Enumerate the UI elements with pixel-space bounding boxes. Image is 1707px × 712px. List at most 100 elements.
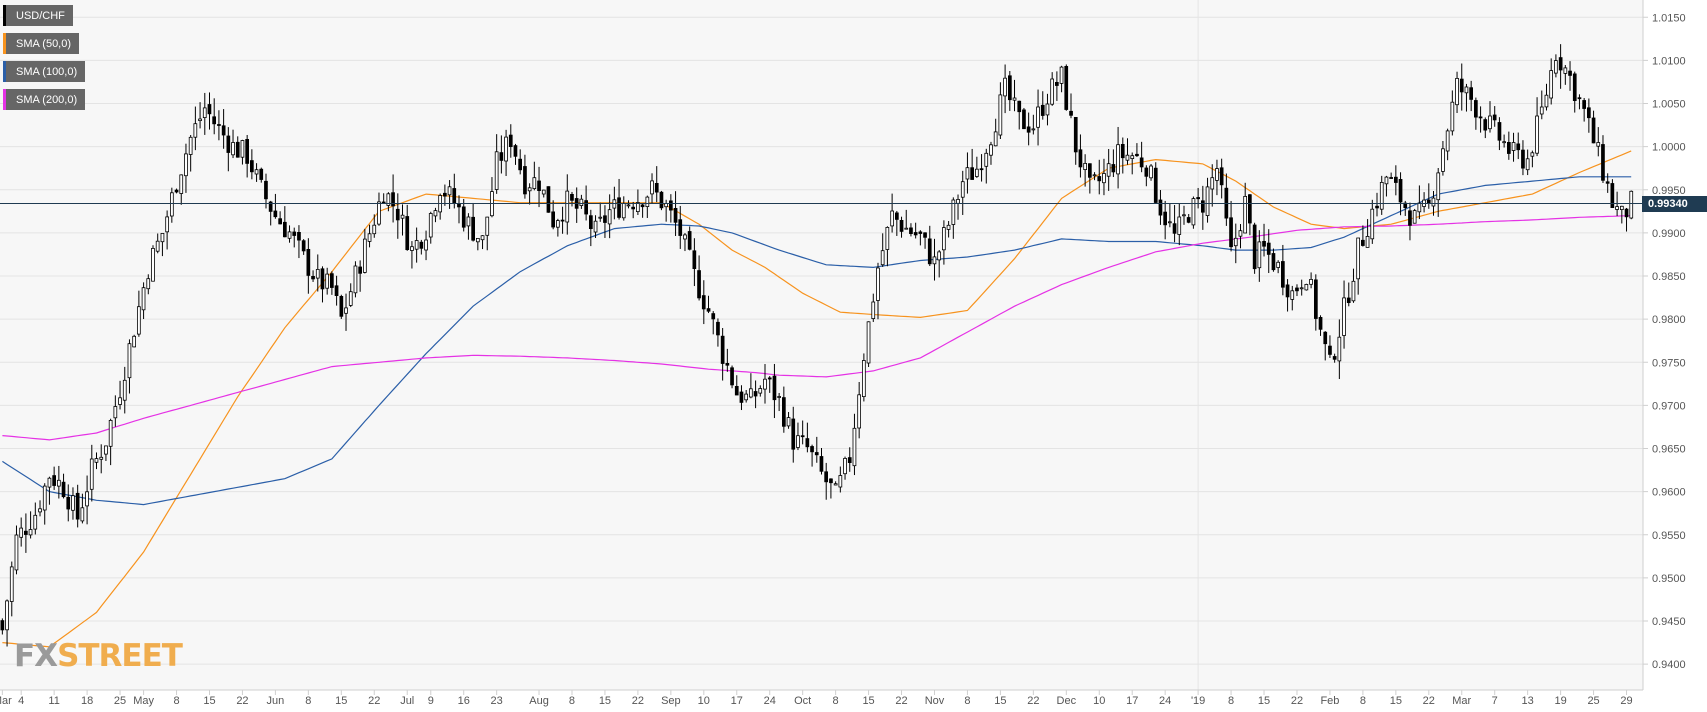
candle-up [1304, 283, 1309, 291]
candle-down [909, 227, 913, 234]
candle-down [692, 250, 697, 270]
candle-up [1342, 297, 1346, 336]
legend-item-usdchf[interactable]: USD/CHF [3, 5, 73, 26]
candle-up [942, 227, 946, 251]
candle-down [753, 391, 758, 397]
candle-up [104, 445, 108, 455]
candle-up [1083, 162, 1087, 170]
x-tick-label: 11 [48, 695, 59, 707]
candle-up [1351, 280, 1356, 302]
candle-down [1375, 205, 1379, 209]
x-tick-label: Oct [794, 695, 811, 707]
candle-down [75, 492, 80, 520]
candle-up [348, 291, 353, 306]
x-tick-label: 16 [458, 695, 470, 707]
candle-up [362, 238, 367, 273]
candle-down [1394, 176, 1398, 183]
candle-down [395, 208, 400, 221]
candle-up [1045, 103, 1050, 116]
candle-down [1521, 149, 1525, 169]
candle-down [589, 215, 593, 229]
candle-up [1130, 155, 1135, 159]
candle-down [1040, 104, 1045, 116]
x-tick-label: 22 [632, 695, 644, 707]
candle-down [1483, 119, 1488, 131]
candle-up [433, 210, 438, 217]
candle-down [1078, 149, 1083, 168]
candle-down [824, 471, 829, 483]
candle-up [1215, 168, 1219, 181]
candle-down [1624, 208, 1629, 218]
candle-down [1605, 181, 1610, 184]
candle-down [1097, 176, 1102, 182]
candle-down [1577, 97, 1582, 100]
candle-up [108, 419, 113, 447]
candle-up [1431, 197, 1436, 207]
x-tick-label: 15 [1390, 695, 1402, 707]
x-tick-label: 18 [81, 695, 93, 707]
candle-up [1511, 142, 1516, 151]
candle-up [127, 343, 132, 379]
candle-down [1398, 178, 1403, 203]
candle-down [292, 231, 297, 236]
candle-up [5, 600, 9, 631]
candle-up [9, 566, 14, 602]
candle-up [1563, 67, 1568, 74]
candle-up [1365, 235, 1370, 248]
candle-up [1276, 261, 1280, 268]
candle-up [80, 507, 85, 522]
candle-down [814, 452, 819, 456]
candle-up [1535, 115, 1539, 154]
candle-up [1488, 115, 1492, 130]
candle-down [1610, 183, 1615, 209]
candle-up [160, 232, 165, 243]
candle-up [1436, 172, 1441, 201]
candle-down [537, 180, 541, 192]
candle-up [38, 508, 42, 513]
candle-down [311, 275, 315, 280]
candle-down [278, 218, 283, 225]
y-tick-label: 0.9450 [1652, 616, 1686, 628]
candle-up [1191, 198, 1196, 226]
candle-down [1558, 57, 1563, 71]
candle-up [1356, 237, 1360, 280]
y-tick-label: 0.9900 [1652, 228, 1686, 240]
candle-down [1055, 82, 1059, 86]
candle-up [1615, 206, 1619, 210]
candle-up [1309, 278, 1313, 285]
legend-label: SMA (100,0) [16, 65, 78, 78]
y-tick-label: 0.9400 [1652, 659, 1686, 671]
candle-up [414, 240, 419, 250]
candle-down [320, 268, 325, 290]
candle-down [518, 158, 523, 171]
candle-down [1568, 70, 1572, 76]
legend-item-sma-200[interactable]: SMA (200,0) [3, 89, 86, 110]
candle-up [885, 226, 890, 250]
y-axis-ticks: 0.9400 0.9450 0.9500 0.9550 0.9600 0.9650 0.97… [1643, 12, 1686, 671]
candle-up [1337, 336, 1342, 362]
candle-up [504, 136, 508, 162]
candle-down [405, 216, 410, 250]
candle-down [1285, 284, 1290, 298]
candle-down [1201, 200, 1205, 213]
candle-up [344, 307, 348, 314]
candle-up [1210, 177, 1215, 190]
legend-item-sma-100[interactable]: SMA (100,0) [3, 61, 86, 82]
candle-up [28, 529, 33, 536]
candle-down [730, 367, 734, 386]
candle-up [1149, 165, 1153, 179]
candle-down [819, 456, 824, 472]
candle-down [1295, 287, 1299, 292]
candle-down [499, 152, 504, 161]
candle-up [956, 198, 960, 204]
legend-item-sma-50[interactable]: SMA (50,0) [3, 33, 80, 54]
x-tick-label: 25 [1587, 695, 1599, 707]
candle-up [377, 201, 381, 225]
candle-down [1008, 75, 1012, 101]
candle-down [1022, 109, 1026, 130]
candle-down [174, 189, 179, 193]
candle-up [57, 479, 61, 487]
candle-up [231, 142, 235, 156]
x-tick-label: 15 [203, 695, 215, 707]
